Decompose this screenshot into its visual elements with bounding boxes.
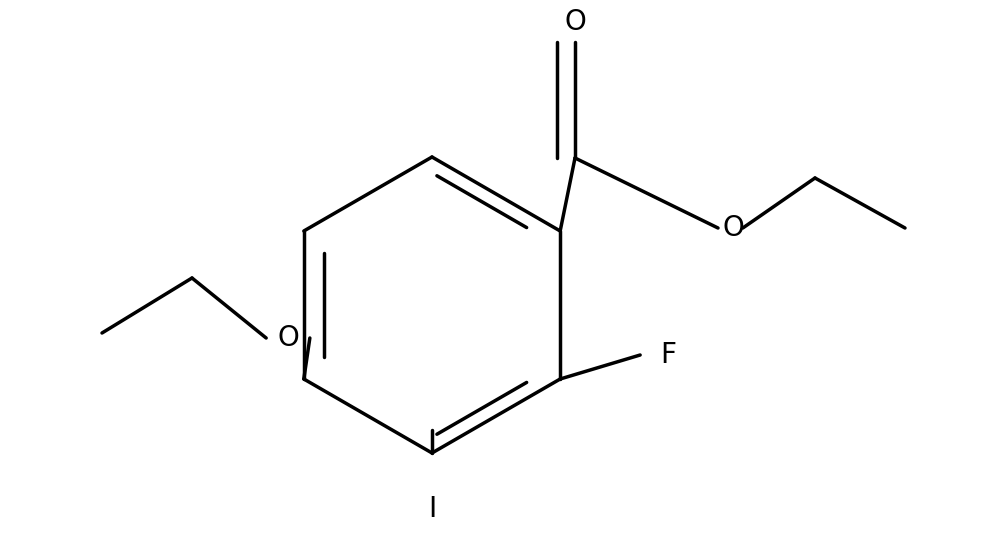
Text: O: O	[723, 214, 745, 242]
Text: I: I	[428, 495, 436, 523]
Text: F: F	[660, 341, 676, 369]
Text: O: O	[277, 324, 299, 352]
Text: O: O	[564, 8, 586, 36]
